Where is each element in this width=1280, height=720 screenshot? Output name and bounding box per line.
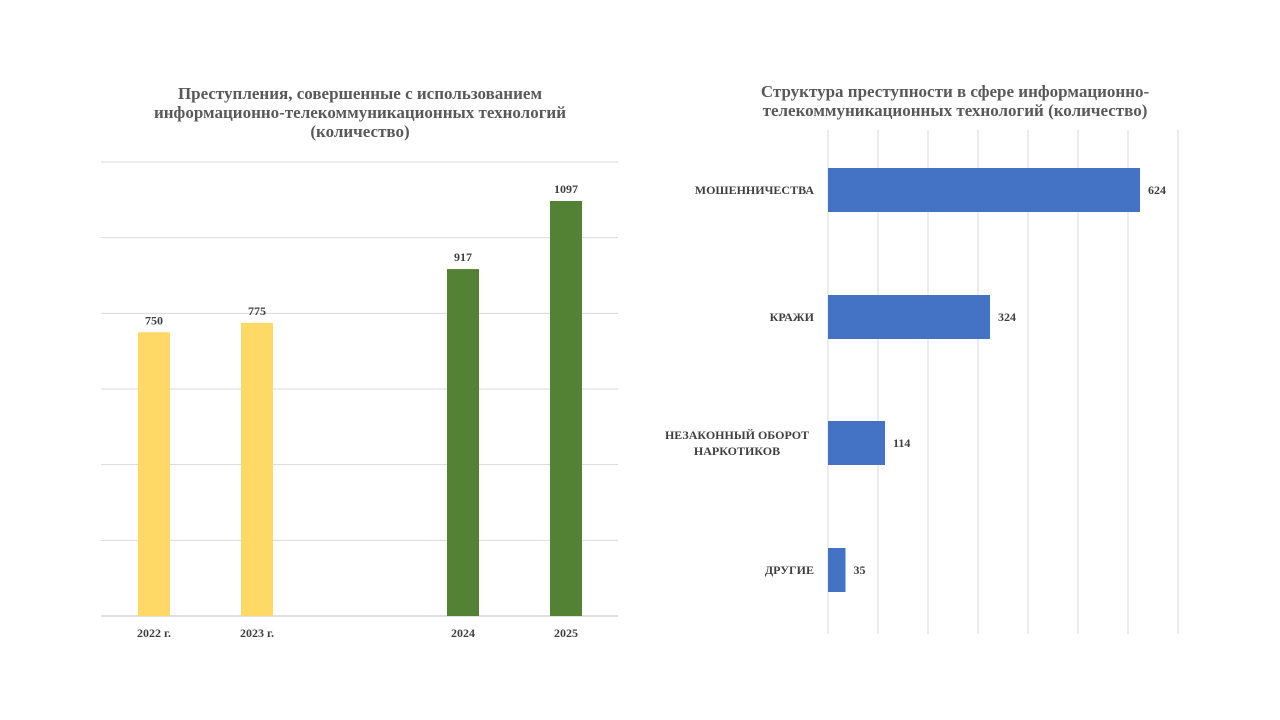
x-tick-label: 2025 xyxy=(554,626,578,640)
data-label: 324 xyxy=(998,310,1016,324)
bar xyxy=(828,168,1140,212)
y-tick-label: ДРУГИЕ xyxy=(765,563,814,577)
data-label: 624 xyxy=(1148,183,1166,197)
y-tick-label-line: МОШЕННИЧЕСТВА xyxy=(695,183,815,197)
x-tick-label: 2023 г. xyxy=(240,626,274,640)
y-tick-label-line: НАРКОТИКОВ xyxy=(694,444,780,458)
y-tick-label-line: ДРУГИЕ xyxy=(765,563,814,577)
bar xyxy=(241,322,273,616)
bar xyxy=(828,548,846,592)
data-label: 917 xyxy=(454,250,472,264)
data-label: 775 xyxy=(248,304,266,318)
right-chart-title: Структура преступности в сфере информаци… xyxy=(760,82,1150,120)
data-label: 35 xyxy=(854,563,866,577)
bar xyxy=(828,295,990,339)
data-label: 750 xyxy=(145,313,163,327)
y-tick-label-line: КРАЖИ xyxy=(770,310,815,324)
y-tick-label: МОШЕННИЧЕСТВА xyxy=(695,183,815,197)
bar xyxy=(447,269,479,616)
x-tick-label: 2024 xyxy=(451,626,475,640)
bar xyxy=(138,332,170,616)
y-tick-label: НЕЗАКОННЫЙ ОБОРОТ НАРКОТИКОВ xyxy=(665,428,809,458)
bar xyxy=(550,200,582,617)
data-label: 114 xyxy=(893,436,910,450)
data-label: 1097 xyxy=(554,182,578,196)
y-tick-label: КРАЖИ xyxy=(770,310,815,324)
x-tick-label: 2022 г. xyxy=(137,626,171,640)
bar xyxy=(828,421,885,465)
y-tick-label-line: НЕЗАКОННЫЙ ОБОРОТ xyxy=(665,428,809,442)
left-chart-title: Преступления, совершенные с использовани… xyxy=(153,84,567,141)
